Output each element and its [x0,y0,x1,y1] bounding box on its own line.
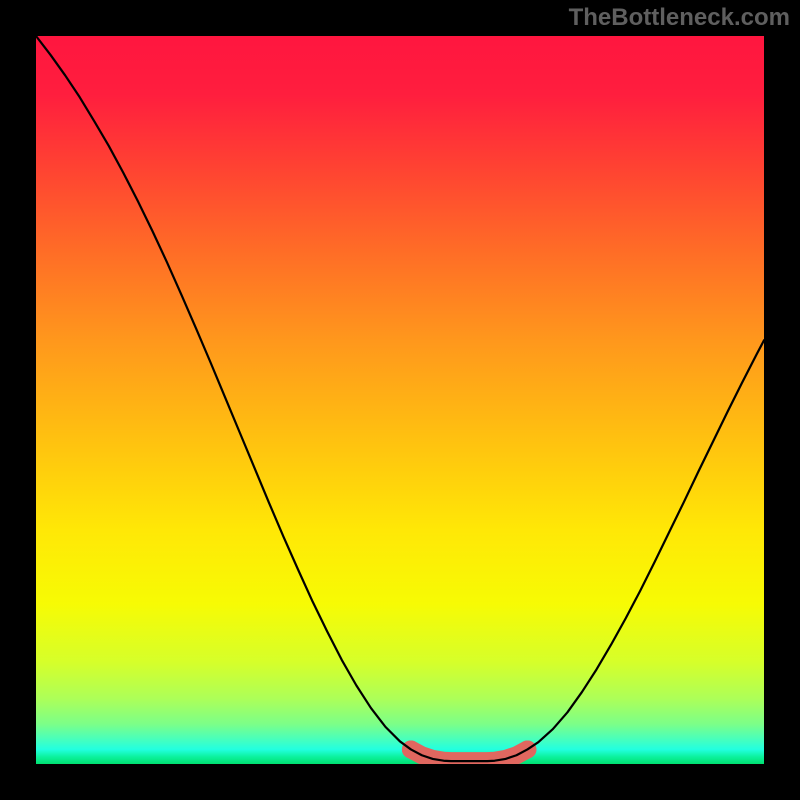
chart-root: TheBottleneck.com [0,0,800,800]
watermark-text: TheBottleneck.com [569,4,790,32]
bottleneck-chart [0,0,800,800]
plot-gradient-background [36,36,764,764]
